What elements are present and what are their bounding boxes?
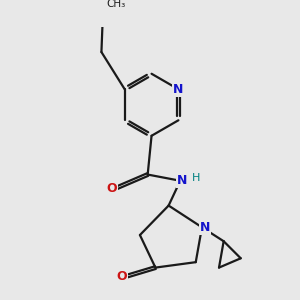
Text: N: N <box>177 174 187 187</box>
Text: O: O <box>107 182 117 195</box>
Text: N: N <box>173 83 184 96</box>
Text: N: N <box>200 221 210 234</box>
Text: CH₃: CH₃ <box>107 0 126 9</box>
Text: O: O <box>116 270 127 284</box>
Text: H: H <box>192 173 200 183</box>
